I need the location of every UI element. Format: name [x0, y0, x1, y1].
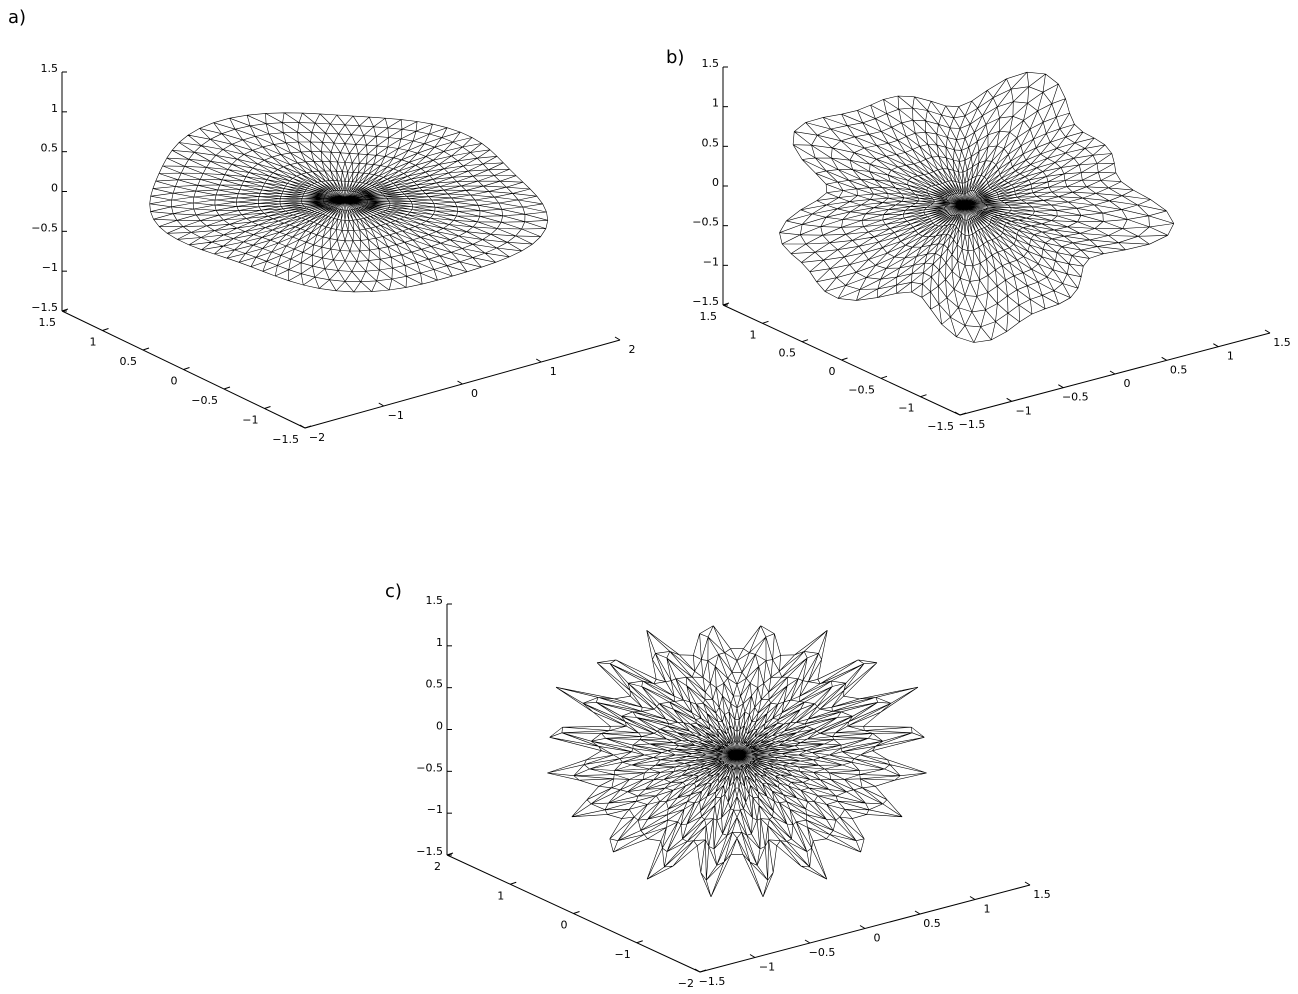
mesh	[547, 626, 926, 897]
y-tick-label: 0.5	[120, 355, 138, 368]
x-tick-label: 0.5	[1170, 363, 1188, 376]
panel-label: b)	[666, 47, 684, 68]
z-tick-label: −1.5	[31, 301, 58, 314]
y-tick	[574, 912, 580, 914]
x-tick-label: −2	[309, 431, 325, 444]
y-tick-label: −1.5	[927, 420, 954, 433]
y-tick	[510, 882, 516, 884]
z-tick-label: 1.5	[702, 57, 720, 70]
x-tick-label: 0	[1124, 377, 1131, 390]
y-tick-label: −1	[898, 402, 914, 415]
mesh	[150, 113, 548, 292]
z-tick-label: 1.5	[41, 62, 59, 75]
x-tick	[1162, 357, 1167, 360]
z-tick-label: 1	[436, 636, 443, 649]
z-tick-label: 0.5	[426, 678, 444, 691]
y-tick	[763, 321, 769, 323]
y-tick	[143, 348, 149, 350]
y-tick	[184, 368, 190, 370]
z-tick-label: −0.5	[31, 221, 58, 234]
y-tick	[921, 395, 927, 397]
y-tick-label: 1	[497, 889, 504, 902]
panel-label: a)	[8, 7, 26, 28]
y-tick	[802, 340, 808, 342]
z-tick-label: 1	[51, 102, 58, 115]
x-tick	[1265, 330, 1270, 333]
z-tick-label: −1	[42, 261, 58, 274]
y-tick-label: −1.5	[272, 433, 299, 446]
y-tick	[224, 387, 230, 389]
y-tick-label: 0	[829, 365, 836, 378]
y-tick-label: 2	[434, 860, 441, 873]
x-tick	[1058, 385, 1063, 388]
z-tick-label: −0.5	[416, 761, 443, 774]
x-tick-label: 0	[874, 932, 881, 945]
y-tick-label: 1	[90, 336, 97, 349]
z-tick-label: −1	[703, 255, 719, 268]
x-tick-label: −1	[759, 961, 775, 974]
x-tick	[860, 926, 865, 929]
z-tick-label: 1.5	[426, 594, 444, 607]
y-tick-label: 1.5	[39, 316, 57, 329]
x-tick-label: −1.5	[959, 418, 986, 431]
x-tick-label: 0.5	[923, 917, 941, 930]
x-tick	[805, 940, 810, 943]
x-tick	[1025, 882, 1030, 885]
y-tick-label: 0	[171, 375, 178, 388]
x-tick	[1213, 344, 1218, 347]
x-tick	[1007, 398, 1012, 401]
y-tick	[103, 329, 109, 331]
panel-label: c)	[385, 581, 402, 602]
y-tick-label: 1	[750, 328, 757, 341]
z-tick-label: −1.5	[416, 845, 443, 858]
y-tick-label: −1	[615, 948, 631, 961]
mesh	[780, 72, 1174, 342]
x-tick	[536, 359, 541, 362]
y-tick-label: −0.5	[191, 394, 218, 407]
z-tick-label: 0.5	[41, 142, 59, 155]
x-tick-label: 1.5	[1033, 888, 1051, 901]
x-tick-label: −0.5	[1062, 391, 1089, 404]
x-tick	[615, 337, 620, 340]
y-tick	[637, 941, 643, 943]
z-tick-label: −1	[427, 803, 443, 816]
y-tick-label: 1.5	[700, 310, 718, 323]
x-tick	[915, 911, 920, 914]
x-tick	[1110, 371, 1115, 374]
x-tick-label: 2	[629, 343, 636, 356]
x-tick-label: −1	[388, 409, 404, 422]
x-tick-label: 0	[471, 387, 478, 400]
x-tick-label: 1	[984, 903, 991, 916]
z-tick-label: 1	[712, 97, 719, 110]
x-tick-label: −1.5	[699, 975, 726, 988]
z-tick-label: 0.5	[702, 136, 720, 149]
y-tick-label: 0.5	[779, 347, 797, 360]
z-tick-label: 0	[436, 720, 443, 733]
y-tick-label: 0	[561, 919, 568, 932]
x-tick	[379, 403, 384, 406]
x-tick-label: 1	[1227, 350, 1234, 363]
y-tick-label: −2	[678, 977, 694, 990]
x-tick-label: −1	[1016, 404, 1032, 417]
y-tick	[265, 407, 271, 409]
x-tick	[458, 381, 463, 384]
z-tick-label: 0	[51, 182, 58, 195]
x-tick-label: −0.5	[809, 946, 836, 959]
x-tick-label: 1	[550, 365, 557, 378]
x-tick-label: 1.5	[1273, 336, 1291, 349]
y-tick	[842, 358, 848, 360]
figure: a) −1.5 −1 −0.5 0 0.5 1 1.5 −1.5 −1 −0.5 0 0.5 1 1.5 −2…	[0, 0, 1298, 994]
y-tick-label: −0.5	[848, 383, 875, 396]
x-tick	[970, 897, 975, 900]
z-tick-label: −0.5	[692, 216, 719, 229]
y-tick	[881, 376, 887, 378]
z-tick-label: 0	[712, 176, 719, 189]
x-tick	[750, 955, 755, 958]
z-tick-label: −1.5	[692, 295, 719, 308]
y-tick-label: −1	[242, 414, 258, 427]
